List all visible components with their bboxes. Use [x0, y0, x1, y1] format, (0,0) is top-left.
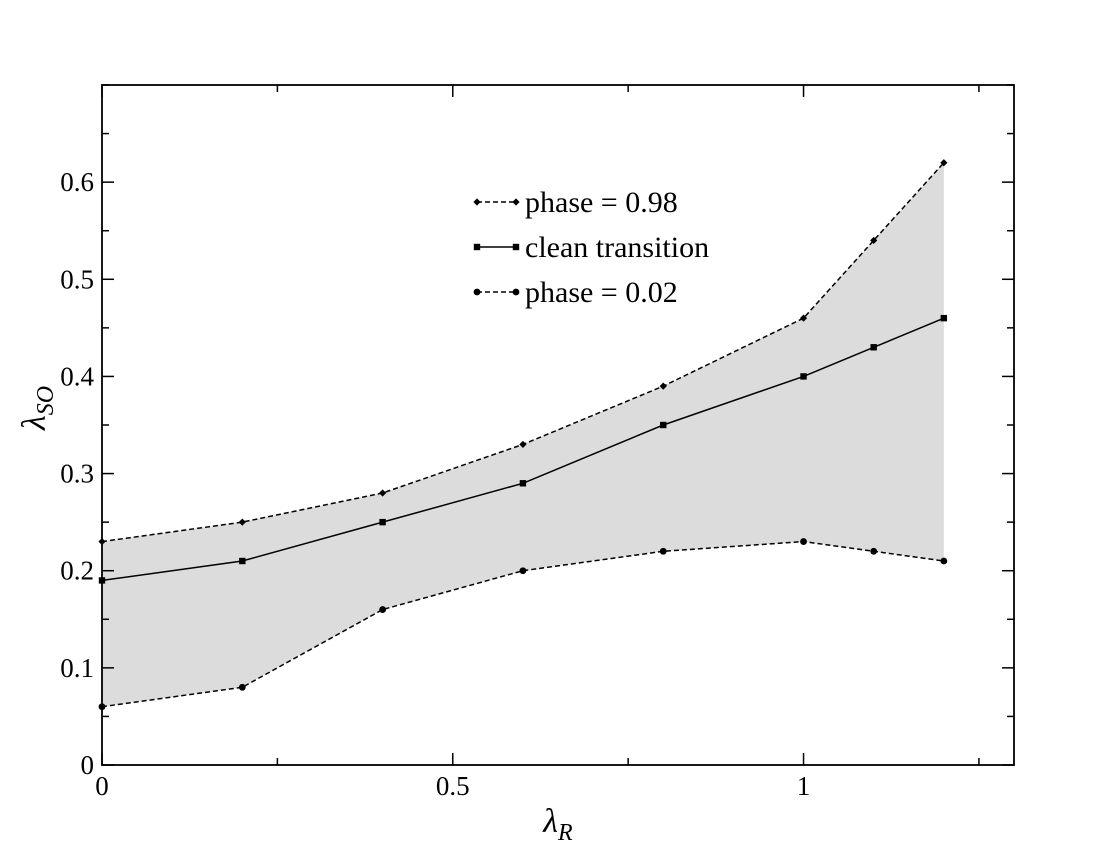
data-point-marker: [379, 489, 387, 497]
legend-marker: [473, 198, 481, 206]
x-axis-label: λR: [542, 803, 573, 846]
data-point-marker: [238, 683, 246, 691]
legend-item: phase = 0.02: [473, 276, 678, 309]
data-point-marker: [659, 382, 667, 390]
y-axis-label-symbol: λ: [16, 415, 53, 431]
series-1: [98, 159, 948, 546]
data-point-marker: [940, 314, 948, 322]
legend-label: phase = 0.98: [525, 186, 678, 219]
y-tick-label: 0.4: [60, 361, 94, 391]
legend-item: phase = 0.98: [473, 186, 678, 219]
shaded-band-layer: [102, 162, 944, 707]
data-point-marker: [519, 567, 527, 575]
legend-label: clean transition: [525, 231, 709, 264]
legend: phase = 0.98 clean transition phase = 0.02: [473, 186, 709, 309]
data-point-marker: [379, 606, 387, 613]
x-tick-label: 0.5: [436, 771, 470, 801]
legend-item: clean transition: [473, 231, 709, 264]
legend-marker: [473, 243, 481, 251]
x-tick-label: 1: [797, 771, 811, 801]
legend-label: phase = 0.02: [525, 276, 678, 309]
data-point-marker: [870, 236, 878, 245]
data-point-marker: [519, 480, 527, 487]
data-point-marker: [800, 538, 807, 545]
data-point-marker: [940, 159, 948, 167]
legend-marker: [512, 198, 520, 206]
series-line: [101, 540, 944, 708]
legend-marker: [473, 288, 481, 296]
y-tick-label: 0.3: [60, 459, 94, 489]
x-axis-label-subscript: R: [557, 820, 573, 846]
y-tick-label: 0: [81, 750, 95, 780]
legend-marker: [512, 243, 520, 251]
data-point-marker: [238, 518, 246, 526]
y-tick-label: 0.6: [60, 167, 94, 197]
data-point-marker: [519, 440, 527, 449]
y-tick-label: 0.2: [60, 556, 94, 586]
data-point-marker: [799, 314, 808, 322]
data-point-marker: [659, 547, 667, 555]
series-line: [101, 162, 945, 543]
y-axis-label: λSO: [16, 386, 59, 431]
data-point-marker: [870, 547, 878, 555]
data-point-marker: [239, 557, 246, 565]
data-point-marker: [379, 518, 386, 526]
y-tick-label: 0.5: [60, 264, 94, 294]
label-layer: λSO λR: [16, 386, 573, 846]
x-tick-label: 0: [95, 771, 109, 801]
y-axis-label-subscript: SO: [33, 386, 59, 415]
data-point-marker: [870, 344, 877, 351]
y-tick-label: 0.1: [60, 653, 94, 683]
data-point-marker: [800, 373, 807, 380]
data-point-marker: [940, 557, 948, 565]
x-axis-label-symbol: λ: [542, 803, 558, 840]
series-line: [101, 317, 945, 582]
tick-layer: 0 0.5 1 0 0.1 0.2 0.3 0.4 0.5 0.6: [60, 84, 1014, 801]
data-point-marker: [660, 421, 667, 429]
shaded-band: [102, 162, 944, 707]
legend-marker: [512, 288, 520, 296]
